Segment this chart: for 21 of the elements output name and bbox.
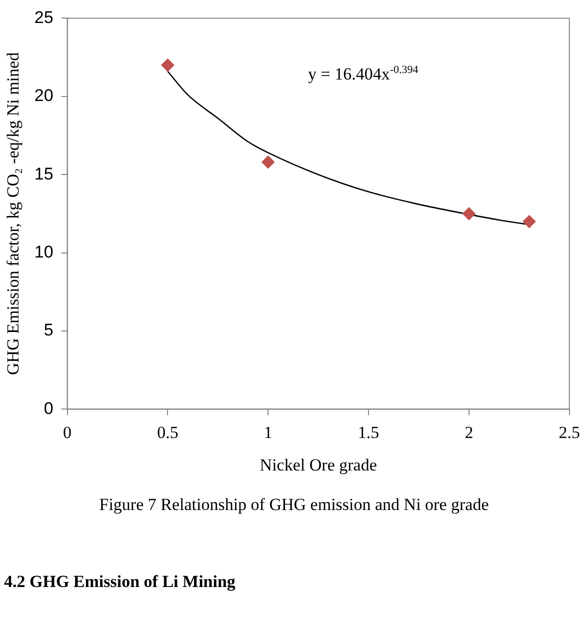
y-tick-label: 5 bbox=[44, 320, 54, 340]
y-tick-label: 20 bbox=[34, 86, 54, 106]
caption: Figure 7 Relationship of GHG emission and Ni ore grade bbox=[98, 495, 490, 515]
point bbox=[522, 215, 536, 228]
point bbox=[262, 156, 275, 169]
x-tick-label: 0.5 bbox=[157, 422, 178, 442]
x-axis-title: Nickel Ore grade bbox=[260, 455, 377, 474]
text: 4.2 GHG Emission of Li Mining bbox=[4, 572, 236, 592]
x-tick-label: 1.5 bbox=[358, 422, 380, 442]
x-tick-label: 1 bbox=[264, 422, 272, 442]
y-tick-label: 15 bbox=[34, 164, 54, 184]
point bbox=[462, 207, 476, 220]
y-tick-label: 10 bbox=[34, 242, 54, 262]
y-tick-label: 25 bbox=[34, 8, 54, 27]
x-tick-label: 0 bbox=[63, 422, 72, 442]
x-tick-label: 2 bbox=[464, 422, 474, 442]
y-tick-label: 0 bbox=[44, 398, 54, 418]
point bbox=[161, 58, 174, 72]
x-tick-label: 2.5 bbox=[558, 422, 580, 442]
annotation: y = 16.404x$^{-0.394}$ bbox=[308, 64, 418, 85]
y-axis-title: GHG Emission factor, kg CO₂ -eq/kg Ni mined bbox=[4, 52, 23, 375]
